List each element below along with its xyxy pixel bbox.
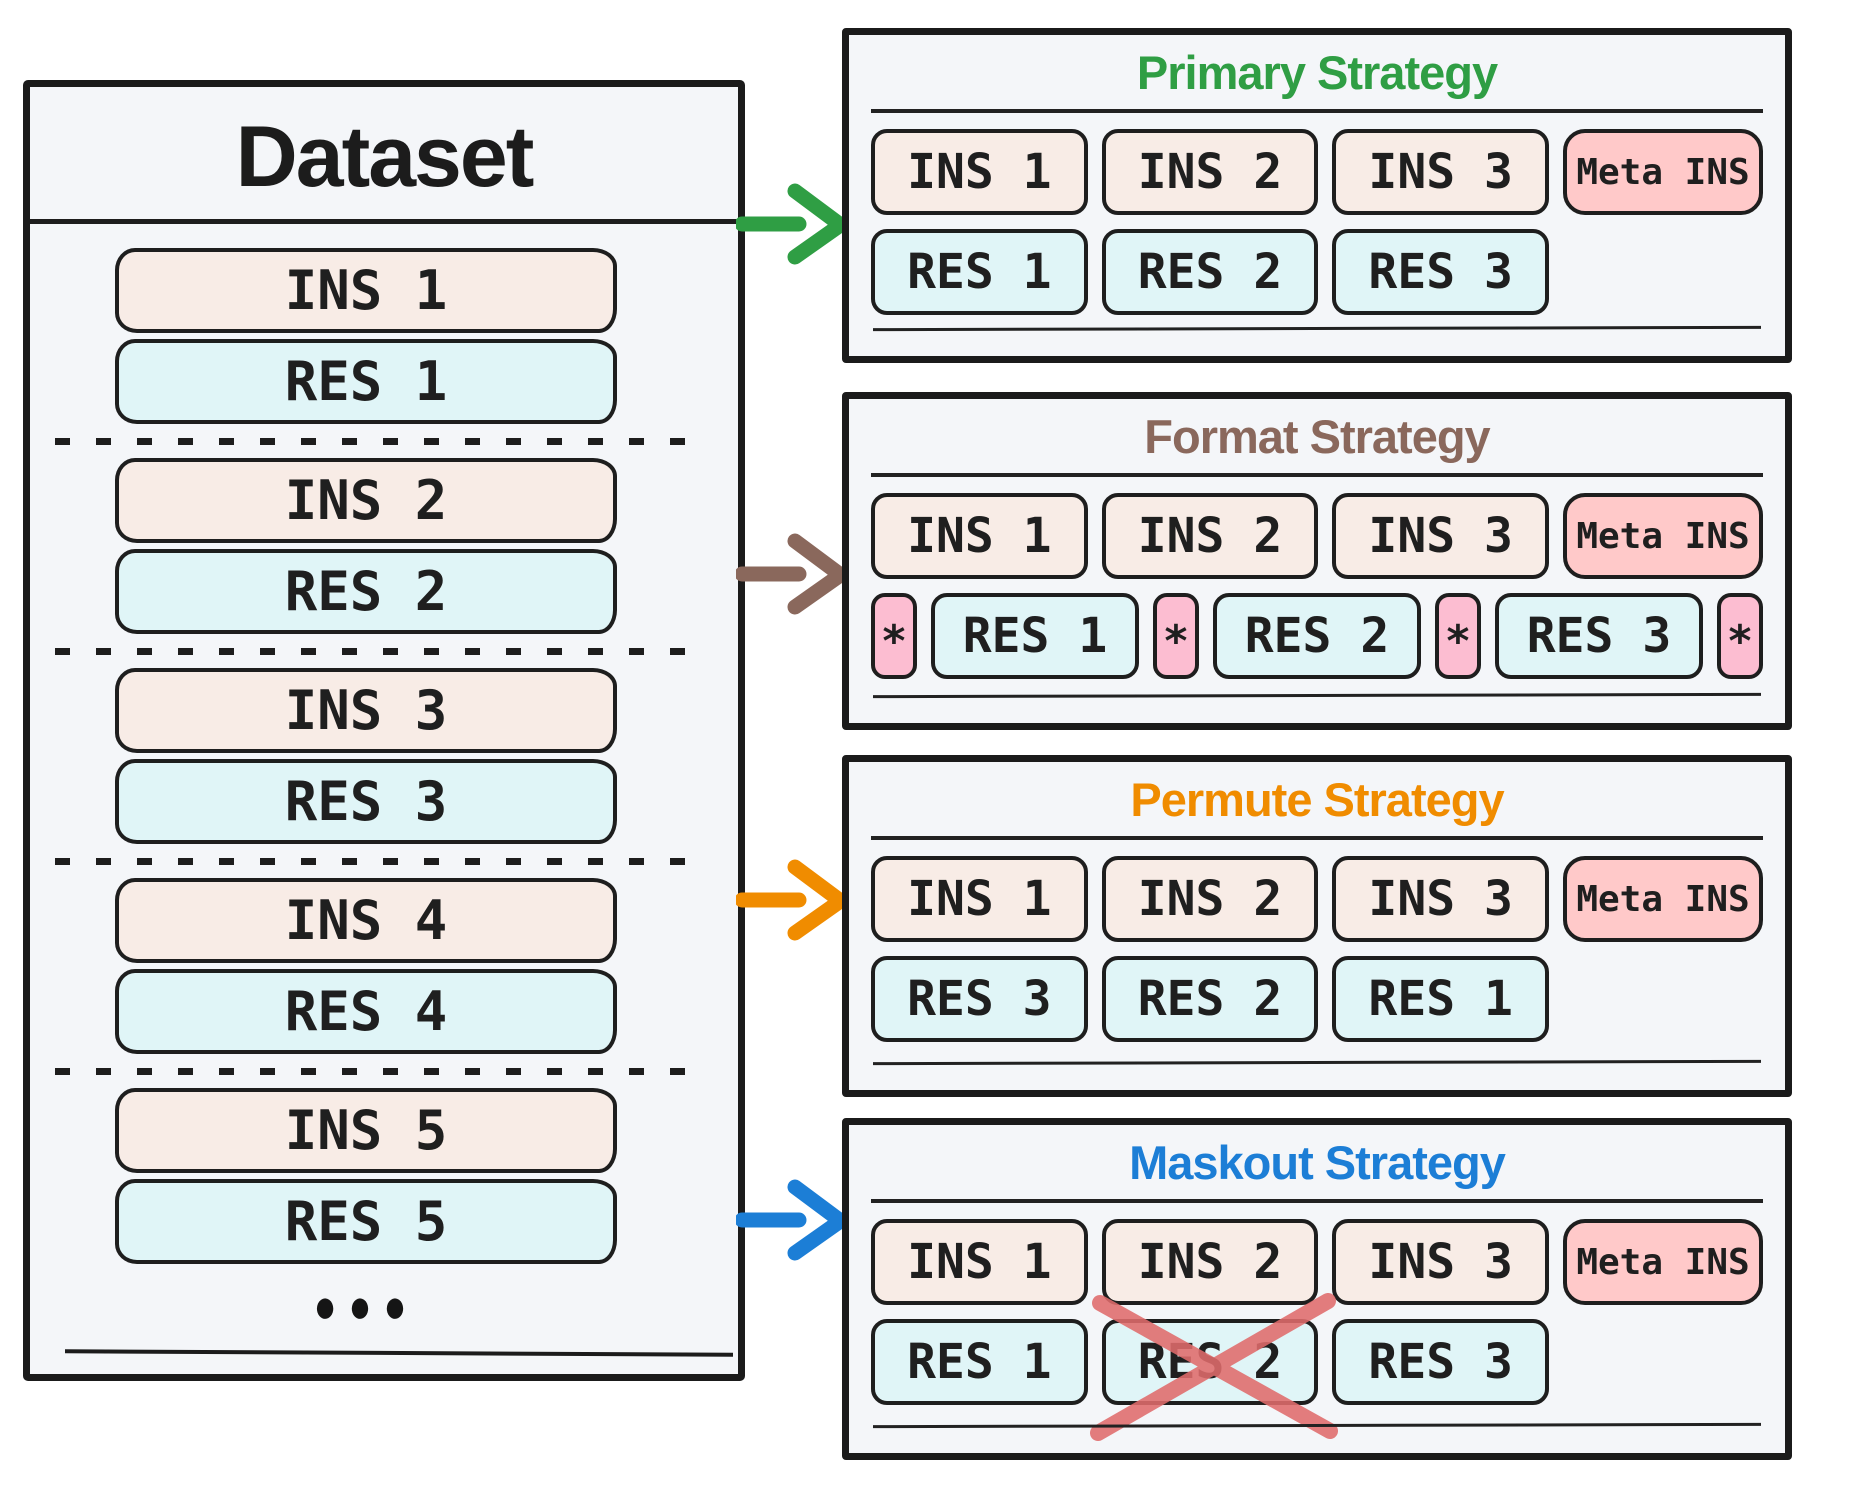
row-spacer <box>1563 229 1763 315</box>
strategy-title: Format Strategy <box>1144 410 1490 463</box>
res-box: RES 1 <box>1332 956 1550 1042</box>
res-box: RES 2 <box>1213 593 1421 679</box>
title-divider <box>871 836 1763 840</box>
dotted-separator <box>55 648 703 655</box>
strategy-title: Maskout Strategy <box>1129 1136 1506 1189</box>
ins-box: INS 2 <box>1101 1219 1319 1305</box>
arrow-primary-icon <box>734 178 847 270</box>
meta-ins-box: Meta INS <box>1563 856 1764 942</box>
res-row: * RES 1 * RES 2 * RES 3 * <box>871 593 1763 679</box>
ins-box: INS 2 <box>115 458 617 543</box>
ins-box: INS 5 <box>115 1088 617 1173</box>
res-row: RES 1 RES 2 RES 3 <box>871 229 1763 315</box>
ins-box: INS 3 <box>1332 856 1550 942</box>
strategy-panel-permute: Permute Strategy INS 1 INS 2 INS 3 Meta … <box>842 755 1792 1097</box>
strategy-panel-format: Format Strategy INS 1 INS 2 INS 3 Meta I… <box>842 392 1792 730</box>
ins-row: INS 1 INS 2 INS 3 Meta INS <box>871 493 1764 579</box>
ins-box: INS 3 <box>1332 493 1550 579</box>
dataset-pair: INS 4 RES 4 <box>30 878 738 1054</box>
panel-footer-line <box>872 325 1762 332</box>
res-box: RES 5 <box>115 1179 617 1264</box>
arrow-maskout-icon <box>734 1174 847 1266</box>
meta-ins-box: Meta INS <box>1563 1219 1764 1305</box>
ins-box: INS 3 <box>1332 1219 1550 1305</box>
ins-box: INS 1 <box>871 493 1088 579</box>
arrow-format-icon <box>734 528 847 620</box>
ellipsis-dots: ●●● <box>313 1280 419 1334</box>
meta-ins-box: Meta INS <box>1563 129 1764 215</box>
res-row: RES 3 RES 2 RES 1 <box>871 956 1763 1042</box>
ins-box: INS 1 <box>871 1219 1088 1305</box>
res-box: RES 1 <box>871 229 1088 315</box>
res-box-masked: RES 2 <box>1089 1293 1338 1441</box>
ins-box: INS 2 <box>1101 856 1319 942</box>
ins-box: INS 3 <box>115 668 617 753</box>
res-box: RES 3 <box>1332 1319 1550 1405</box>
res-box: RES 4 <box>115 969 617 1054</box>
res-box: RES 2 <box>1101 229 1319 315</box>
res-box: RES 3 <box>1495 593 1703 679</box>
res-box-masked-label: RES 2 <box>1137 1334 1283 1390</box>
row-spacer <box>1563 1319 1763 1405</box>
res-box: RES 1 <box>931 593 1139 679</box>
separator-box: * <box>1435 593 1481 679</box>
res-box: RES 1 <box>871 1319 1088 1405</box>
ins-row: INS 1 INS 2 INS 3 Meta INS <box>871 856 1764 942</box>
panel-footer-line <box>872 692 1762 699</box>
separator-box: * <box>1717 593 1763 679</box>
strategy-panel-maskout: Maskout Strategy INS 1 INS 2 INS 3 Meta … <box>842 1118 1792 1460</box>
ins-box: INS 1 <box>115 248 617 333</box>
ins-box: INS 1 <box>871 129 1088 215</box>
dotted-separator <box>55 858 703 865</box>
dataset-pair: INS 2 RES 2 <box>30 458 738 634</box>
ins-box: INS 3 <box>1332 129 1550 215</box>
ins-box: INS 4 <box>115 878 617 963</box>
strategy-title: Permute Strategy <box>1130 773 1504 826</box>
ins-box: INS 1 <box>871 856 1088 942</box>
panel-footer-line <box>872 1059 1762 1066</box>
title-divider <box>871 109 1763 113</box>
res-box: RES 3 <box>871 956 1088 1042</box>
separator-box: * <box>871 593 917 679</box>
title-divider <box>871 473 1763 477</box>
dataset-pair: INS 5 RES 5 <box>30 1088 738 1264</box>
panel-footer-line <box>872 1422 1762 1429</box>
dataset-pair: INS 1 RES 1 <box>30 248 738 424</box>
ins-box: INS 2 <box>1101 493 1319 579</box>
ins-row: INS 1 INS 2 INS 3 Meta INS <box>871 1219 1764 1305</box>
res-box: RES 2 <box>1101 956 1319 1042</box>
dataset-title-divider <box>30 219 738 224</box>
res-box: RES 1 <box>115 339 617 424</box>
strategy-panel-primary: Primary Strategy INS 1 INS 2 INS 3 Meta … <box>842 28 1792 363</box>
dotted-separator <box>55 438 703 445</box>
res-row: RES 1 RES 2 RES 3 <box>871 1293 1763 1441</box>
dotted-separator <box>55 1068 703 1075</box>
strategy-title: Primary Strategy <box>1136 46 1498 99</box>
dataset-footer-line <box>64 1349 734 1357</box>
title-divider <box>871 1199 1763 1203</box>
meta-ins-box: Meta INS <box>1563 493 1764 579</box>
ins-row: INS 1 INS 2 INS 3 Meta INS <box>871 129 1764 215</box>
arrow-permute-icon <box>734 854 847 946</box>
dataset-pair: INS 3 RES 3 <box>30 668 738 844</box>
res-box: RES 3 <box>115 759 617 844</box>
res-box: RES 2 <box>115 549 617 634</box>
dataset-panel: Dataset INS 1 RES 1 INS 2 RES 2 INS 3 RE… <box>23 80 745 1381</box>
dataset-title: Dataset <box>235 109 535 205</box>
res-box: RES 3 <box>1332 229 1550 315</box>
separator-box: * <box>1153 593 1199 679</box>
ins-box: INS 2 <box>1101 129 1319 215</box>
row-spacer <box>1563 956 1763 1042</box>
